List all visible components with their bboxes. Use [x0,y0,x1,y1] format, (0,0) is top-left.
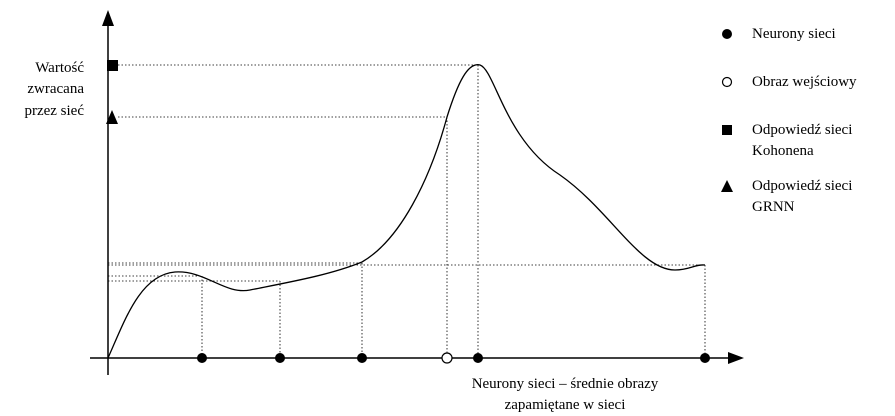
legend: Neurony sieci Obraz wejściowy Odpowiedź … [721,26,857,215]
legend-marker [721,76,733,88]
legend-marker [722,29,732,39]
y-axis-label: przez sieć [24,103,84,119]
legend-label: GRNN [752,199,795,215]
x-axis-label: Neurony sieci – średnie obrazy [472,376,659,392]
guide-lines [108,64,706,358]
legend-marker [721,180,733,192]
legend-label: Odpowiedź sieci [752,178,852,194]
x-axis-arrow [728,352,744,364]
x-axis-label: zapamiętane w sieci [505,397,626,413]
input-pattern [441,352,453,364]
legend-label: Neurony sieci [752,26,836,42]
y-axis-arrow [102,10,114,26]
legend-label: Kohonena [752,143,814,159]
legend-label: Odpowiedź sieci [752,122,852,138]
response-curve [107,64,706,359]
kohonen-marker [107,60,118,71]
neurons [197,353,710,363]
y-axis-label: Wartość [35,60,84,76]
grnn-marker [106,110,118,124]
legend-marker [722,125,732,135]
y-axis-label: zwracana [27,81,84,97]
legend-label: Obraz wejściowy [752,74,857,90]
